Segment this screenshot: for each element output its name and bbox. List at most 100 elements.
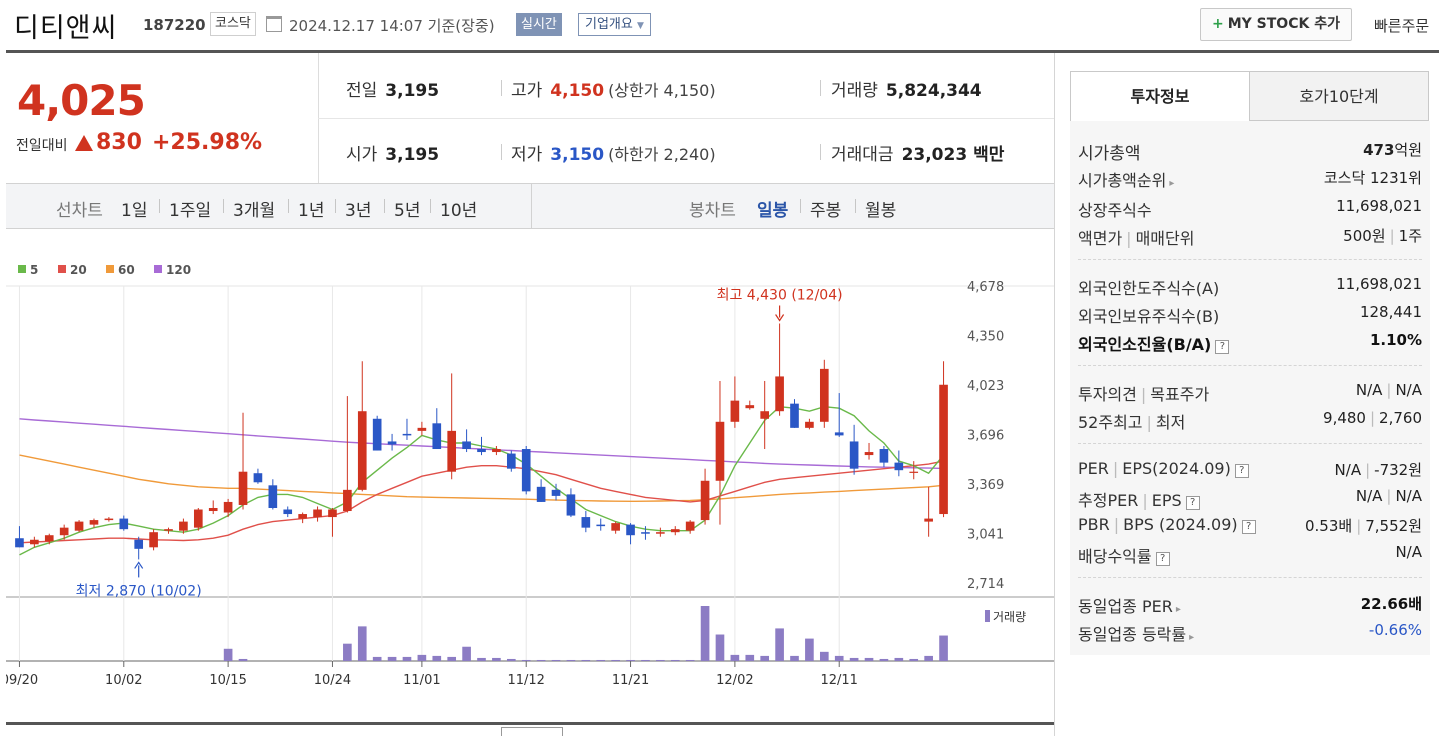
help-icon[interactable]: ? (1241, 520, 1256, 534)
volume-bar (849, 657, 859, 661)
sector-change-label: 동일업종 등락률 (1078, 625, 1187, 644)
per-value: N/A (1334, 461, 1362, 479)
info-tabs: 투자정보 호가10단계 (1070, 71, 1430, 121)
low-arrow-head (134, 561, 144, 569)
tab-10y[interactable]: 10년 (440, 201, 478, 221)
candle-body (193, 509, 203, 528)
help-icon[interactable]: ? (1215, 340, 1230, 354)
tab-daily[interactable]: 일봉 (757, 201, 789, 221)
volume-bar (581, 659, 591, 661)
candlestick-chart[interactable]: 5 20 60 120 4,678 4,350 4,023 3,696 3,369 3,041 2,… (1, 230, 1054, 722)
high-value: 4,150 (550, 81, 605, 101)
market-cap-rank-link[interactable]: 시가총액순위 ▸ (1078, 167, 1174, 191)
tab-monthly[interactable]: 월봉 (865, 201, 897, 221)
volume-bar (492, 657, 501, 661)
chevron-right-icon: ▸ (1169, 178, 1175, 189)
legend-swatch (106, 265, 114, 273)
tab-3y[interactable]: 3년 (345, 201, 372, 221)
candle-body (74, 521, 84, 531)
open-price: 시가 3,195 (346, 140, 439, 165)
help-icon[interactable]: ? (1185, 496, 1200, 510)
candle-body (402, 433, 412, 436)
volume-bar (685, 659, 695, 661)
help-icon[interactable]: ? (1234, 464, 1249, 478)
foreign-limit-row: 외국인한도주식수(A) 11,698,021 (1078, 275, 1422, 301)
sector-per-link[interactable]: 동일업종 PER ▸ (1078, 593, 1181, 617)
market-cap-unit: 억원 (1394, 141, 1422, 159)
market-cap-rank-row: 시가총액순위 ▸ 코스닥 1231위 (1078, 167, 1422, 193)
amount-value: 23,023 백만 (901, 145, 1005, 165)
x-tick-label: 11/01 (403, 673, 440, 688)
separator (800, 199, 801, 213)
high-price: 고가 4,150 (상한가 4,150) (511, 76, 716, 101)
help-icon[interactable]: ? (1155, 552, 1170, 566)
open-value: 3,195 (385, 145, 440, 165)
par-unit-label: 액면가 | 매매단위 (1078, 225, 1194, 249)
volume-value: 5,824,344 (885, 81, 982, 101)
tab-1w[interactable]: 1주일 (169, 201, 212, 221)
separator (855, 199, 856, 213)
candle-body (641, 532, 650, 534)
corp-overview-dropdown[interactable]: 기업개요 ▼ (578, 13, 651, 36)
line-chart-label: 선차트 (56, 201, 103, 221)
volume-bar (238, 658, 248, 661)
stock-header: 디티앤씨 187220 코스닥 2024.12.17 14:07 기준(장중) … (0, 0, 1439, 50)
resize-handle[interactable] (501, 727, 563, 736)
price-chart[interactable]: 5 20 60 120 4,678 4,350 4,023 3,696 3,369 3,041 2,… (1, 230, 1054, 726)
eps-value: -732원 (1374, 461, 1422, 479)
foreign-hold-row: 외국인보유주식수(B) 128,441 (1078, 303, 1422, 329)
candle-body (44, 535, 54, 542)
separator (223, 199, 224, 213)
par-unit-row: 액면가 | 매매단위 500원 | 1주 (1078, 225, 1422, 251)
dividend-value: N/A (1395, 543, 1422, 561)
volume-bar (447, 656, 457, 661)
volume-bar (864, 657, 874, 661)
candle-body (760, 411, 770, 419)
volume-bar (596, 659, 606, 661)
volume-bar (626, 659, 635, 661)
per-eps-row: PER | EPS(2024.09)? N/A | -732원 (1078, 459, 1422, 485)
mystock-add-label: MY STOCK 추가 (1227, 16, 1340, 32)
candle-chart-label: 봉차트 (689, 201, 736, 221)
est-per-row: 추정PER | EPS? N/A | N/A (1078, 487, 1422, 513)
w52-value: 9,480 | 2,760 (1323, 409, 1422, 427)
volume-bar (372, 656, 382, 661)
tab-5y[interactable]: 5년 (394, 201, 421, 221)
tab-1d[interactable]: 1일 (121, 201, 148, 221)
realtime-button[interactable]: 실시간 (516, 13, 562, 36)
volume-label: 거래량 (831, 81, 878, 101)
x-tick-label: 10/02 (105, 673, 142, 688)
est-eps-value: N/A (1395, 487, 1422, 505)
legend-label: 20 (70, 263, 87, 277)
x-tick-label: 10/24 (314, 673, 351, 688)
tab-orderbook[interactable]: 호가10단계 (1249, 71, 1429, 121)
amount-label: 거래대금 (831, 145, 894, 165)
y-tick-label: 3,696 (967, 429, 1004, 444)
calendar-icon (266, 16, 282, 32)
quick-order-link[interactable]: 빠른주문 (1374, 17, 1430, 35)
tab-1y[interactable]: 1년 (298, 201, 325, 221)
volume-bar (879, 658, 889, 661)
candle-body (447, 430, 457, 472)
separator (820, 144, 821, 160)
volume-bar (834, 655, 844, 661)
candle-body (462, 441, 471, 450)
y-tick-label: 4,678 (967, 280, 1004, 295)
y-tick-label: 2,714 (967, 577, 1004, 592)
tab-3m[interactable]: 3개월 (233, 201, 276, 221)
candle-body (849, 441, 859, 469)
tab-weekly[interactable]: 주봉 (810, 201, 842, 221)
tab-invest-info[interactable]: 투자정보 (1070, 71, 1250, 121)
mystock-add-button[interactable]: + MY STOCK 추가 (1200, 8, 1352, 41)
candle-body (611, 523, 620, 531)
pbr-value: 0.53배 (1304, 517, 1353, 535)
y-tick-label: 4,023 (967, 379, 1004, 394)
market-cap-number: 473 (1363, 141, 1395, 159)
x-tick-label: 12/02 (716, 673, 753, 688)
sector-change-link[interactable]: 동일업종 등락률 ▸ (1078, 621, 1194, 645)
candle-body (819, 368, 829, 422)
chevron-right-icon: ▸ (1189, 632, 1195, 643)
candle-body (656, 532, 665, 534)
candle-body (149, 532, 158, 548)
separator: | (1369, 409, 1376, 427)
